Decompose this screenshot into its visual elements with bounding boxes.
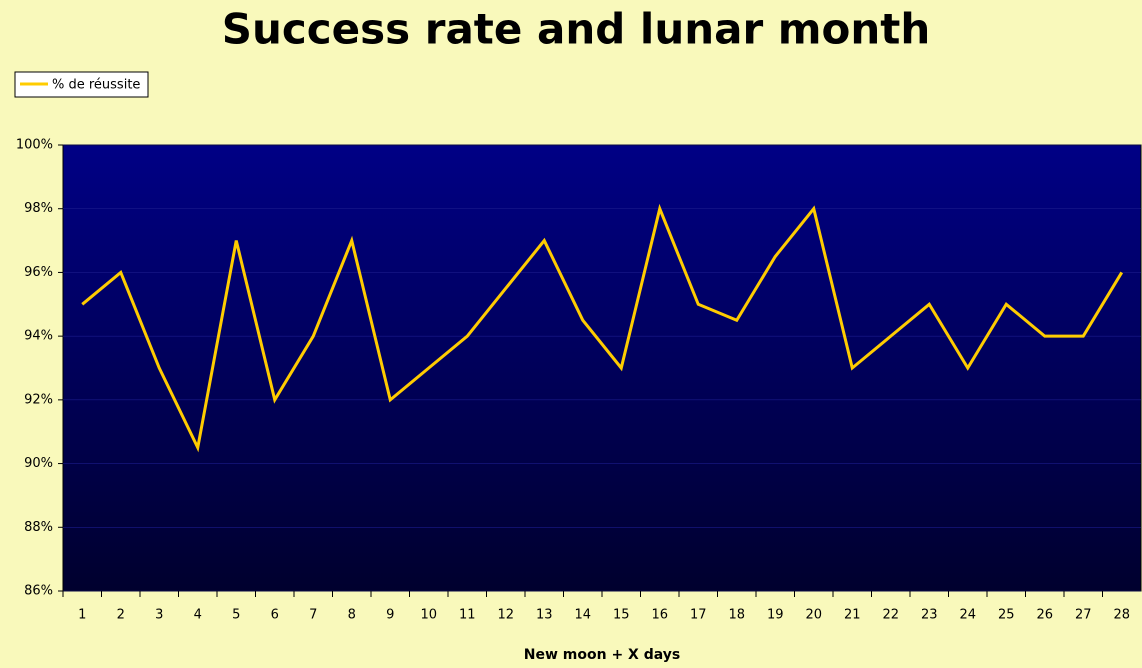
x-tick-label: 19 (767, 608, 784, 623)
y-tick-label: 100% (16, 138, 53, 153)
chart-title: Success rate and lunar month (222, 5, 931, 54)
x-tick-label: 6 (271, 608, 279, 623)
x-tick-label: 18 (728, 608, 745, 623)
x-tick-label: 10 (420, 608, 437, 623)
x-tick-label: 13 (536, 608, 553, 623)
x-tick-label: 21 (844, 608, 861, 623)
x-tick-label: 9 (386, 608, 394, 623)
x-tick-label: 20 (805, 608, 822, 623)
y-tick-label: 94% (24, 329, 53, 344)
x-tick-label: 15 (613, 608, 630, 623)
x-tick-label: 1 (78, 608, 86, 623)
x-axis-label: New moon + X days (524, 647, 680, 663)
x-tick-label: 8 (348, 608, 356, 623)
x-tick-label: 4 (194, 608, 202, 623)
x-tick-label: 28 (1113, 608, 1130, 623)
x-tick-label: 3 (155, 608, 163, 623)
x-tick-label: 23 (921, 608, 938, 623)
x-tick-label: 7 (309, 608, 317, 623)
x-tick-label: 12 (497, 608, 514, 623)
y-tick-label: 98% (24, 201, 53, 216)
x-tick-label: 14 (574, 608, 591, 623)
x-tick-label: 5 (232, 608, 240, 623)
x-tick-label: 16 (651, 608, 668, 623)
x-tick-label: 27 (1075, 608, 1092, 623)
x-tick-label: 11 (459, 608, 476, 623)
y-tick-label: 92% (24, 392, 53, 407)
y-tick-label: 90% (24, 456, 53, 471)
legend-label: % de réussite (52, 78, 140, 93)
x-tick-label: 17 (690, 608, 707, 623)
x-tick-label: 25 (998, 608, 1015, 623)
x-tick-label: 2 (117, 608, 125, 623)
x-tick-label: 22 (882, 608, 899, 623)
y-tick-label: 96% (24, 265, 53, 280)
plot-area (62, 144, 1142, 592)
y-tick-label: 88% (24, 520, 53, 535)
x-tick-label: 26 (1036, 608, 1053, 623)
data-line (81, 203, 1124, 453)
x-tick-label: 24 (959, 608, 976, 623)
y-tick-label: 86% (24, 584, 53, 599)
